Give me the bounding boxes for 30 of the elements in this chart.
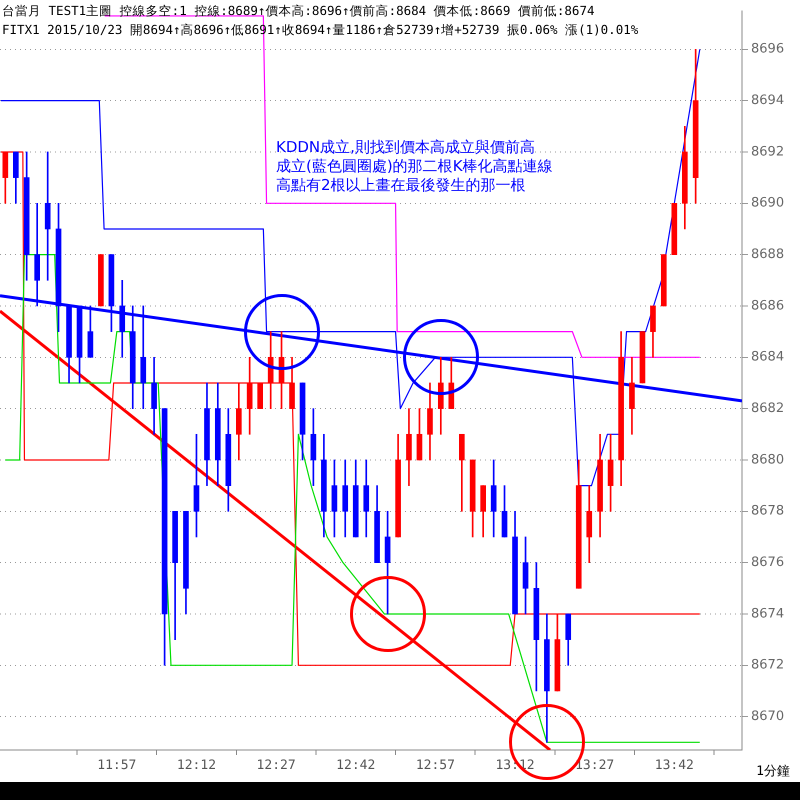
y-tick-label: 8686 [751, 298, 784, 314]
y-tick-label: 8696 [751, 42, 784, 57]
x-tick-label: 13:42 [654, 758, 694, 774]
y-tick-label: 8670 [751, 709, 784, 724]
y-tick-label: 8674 [751, 606, 784, 622]
chart-title: 台當月 TEST1主圖 控線多空:1 控線:8689↑價本高:8696↑價前高:8684 價本低:8669 價前低:8674 [2, 2, 596, 20]
y-tick-label: 8676 [751, 555, 784, 570]
candlestick [640, 331, 646, 384]
x-tick-label: 12:42 [336, 758, 376, 774]
candlestick [98, 254, 104, 306]
x-tick-label: 11:57 [97, 758, 136, 774]
annotation: 高點有2根以上畫在最後發生的那一根 [276, 176, 527, 195]
y-tick-label: 8688 [751, 247, 784, 262]
y-tick-label: 8694 [751, 93, 784, 108]
annotation: KDDN成立,則找到價本高成立與價前高 [276, 138, 536, 157]
y-tick-label: 8690 [751, 196, 784, 211]
y-tick-label: 8684 [751, 350, 784, 365]
y-tick-label: 8692 [751, 144, 784, 160]
x-tick-label: 13:27 [575, 758, 614, 774]
y-tick-label: 8672 [751, 658, 784, 673]
x-tick-label: 12:27 [256, 758, 296, 774]
text: 1分鐘 [756, 763, 790, 780]
y-tick-label: 8680 [751, 452, 784, 468]
x-tick-label: 12:57 [416, 758, 455, 774]
y-tick-label: 8682 [751, 401, 784, 416]
annotation: 成立(藍色圓圈處)的那二根K棒化高點連線 [276, 157, 553, 176]
candlestick [660, 254, 667, 306]
x-tick-label: 12:12 [176, 758, 216, 774]
y-tick-label: 8678 [751, 504, 784, 519]
candlestick [671, 202, 678, 255]
